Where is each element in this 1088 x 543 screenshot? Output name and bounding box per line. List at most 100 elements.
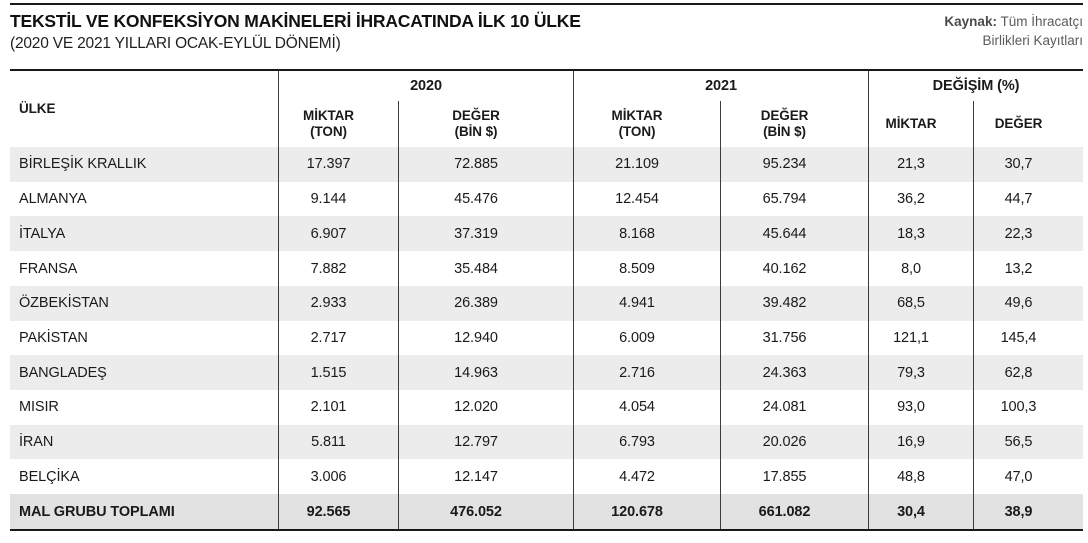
table-row-country: ALMANYA [19,191,87,208]
table-cell: 476.052 [398,494,573,529]
table-row-country: ÖZBEKİSTAN [10,285,278,321]
table-cell: 68,5 [868,285,973,321]
table-cell: 22,3 [973,216,1083,252]
table-cell: 4.472 [573,459,720,495]
column-subheader: MİKTAR (TON) [573,101,720,147]
subheader-line1: MİKTAR [611,108,663,124]
table-cell: 92.565 [278,494,398,529]
table-cell: 121,1 [868,320,973,356]
table-cell: 2.716 [573,355,720,391]
table-cell: 56,5 [973,424,1083,460]
table-row-country: FRANSA [19,260,78,277]
table-cell: 18,3 [868,216,973,252]
column-subheader: MİKTAR (TON) [278,101,398,147]
table-cell: 6.793 [573,424,720,460]
top-rule [10,3,1083,5]
table-cell: 30,4 [868,494,973,529]
table-row-country: BANGLADEŞ [10,355,278,391]
table-cell: 17.397 [278,147,398,182]
source-note: Kaynak: Tüm İhracatçı Birlikleri Kayıtla… [944,13,1083,51]
table-cell: 661.082 [720,494,868,529]
table-cell: 12.454 [573,181,720,217]
subheader-line2: (BİN $) [763,124,806,139]
subheader-line1: DEĞER [452,108,500,124]
column-subheader: DEĞER (BİN $) [398,101,573,147]
table-row-country: MAL GRUBU TOPLAMI [10,494,278,529]
table-cell: 8.509 [573,251,720,286]
table-cell: 12.940 [398,320,573,356]
table-cell: 5.811 [278,424,398,460]
subheader-line2: (TON) [310,124,347,139]
table-cell: 6.009 [573,320,720,356]
table-cell: 3.006 [278,459,398,495]
data-table: ÜLKE 2020 2021 DEĞİŞİM (%) MİKTAR (TON) DEĞER(… [10,69,1083,531]
group-header: 2021 [573,71,868,101]
table-cell: 48,8 [868,459,973,495]
table-cell: 24.081 [720,390,868,425]
source-line2: Birlikleri Kayıtları [982,32,1083,48]
table-cell: 36,2 [868,181,973,217]
table-cell: 6.907 [278,216,398,252]
group-header: DEĞİŞİM (%) [868,71,1083,101]
table-cell: 49,6 [973,285,1083,321]
subheader-line2: (TON) [618,124,656,139]
table-cell: 7.882 [278,251,398,286]
subheader-line2: (BİN $) [454,124,498,139]
table-cell: 20.026 [720,424,868,460]
table-cell: 2.933 [278,285,398,321]
column-subheader: DEĞER [973,101,1083,147]
column-subheader: MİKTAR [868,101,973,147]
table-cell: 62,8 [973,355,1083,391]
table-cell: 72.885 [398,147,573,182]
column-subheader: DEĞER (BİN $) [720,101,868,147]
page-title: TEKSTİL VE KONFEKSİYON MAKİNELERİ İHRACA… [10,11,581,31]
table-cell: 79,3 [868,355,973,391]
table-cell: 2.101 [278,390,398,425]
table-row-country: İRAN [10,424,278,460]
table-cell: 17.855 [720,459,868,495]
subheader-line1: DEĞER [760,108,809,124]
column-header-country: ÜLKE [19,101,56,117]
table-cell: 9.144 [278,181,398,217]
table-cell: 26.389 [398,285,573,321]
table-cell: 45.476 [398,181,573,217]
table-cell: 21,3 [868,147,973,182]
table-cell: 30,7 [973,147,1083,182]
table-cell: 4.941 [573,285,720,321]
table-cell: 38,9 [973,494,1083,529]
table-row-country: PAKİSTAN [19,329,88,346]
table-cell: 13,2 [973,251,1083,286]
table-cell: 47,0 [973,459,1083,495]
table-cell: 35.484 [398,251,573,286]
table-cell: 8,0 [868,251,973,286]
table-cell: 12.147 [398,459,573,495]
page-subtitle: (2020 VE 2021 YILLARI OCAK-EYLÜL DÖNEMİ) [10,35,341,52]
table-cell: 95.234 [720,147,868,182]
subheader-line1: MİKTAR [303,108,354,124]
table-row-country: BELÇİKA [19,468,80,485]
table-cell: 1.515 [278,355,398,391]
table-cell: 100,3 [973,390,1083,425]
table-cell: 21.109 [573,147,720,182]
table-cell: 4.054 [573,390,720,425]
table-row-country: İTALYA [10,216,278,252]
table-cell: 8.168 [573,216,720,252]
table-cell: 12.797 [398,424,573,460]
source-label: Kaynak: [944,14,997,29]
table-cell: 93,0 [868,390,973,425]
table-cell: 145,4 [973,320,1083,356]
table-cell: 14.963 [398,355,573,391]
table-cell: 37.319 [398,216,573,252]
table-cell: 12.020 [398,390,573,425]
subheader-line1: MİKTAR [885,116,937,132]
table-cell: 24.363 [720,355,868,391]
table-cell: 31.756 [720,320,868,356]
table-cell: 16,9 [868,424,973,460]
subheader-line1: DEĞER [994,116,1043,132]
table-cell: 40.162 [720,251,868,286]
source-line1: Tüm İhracatçı [1000,14,1083,29]
table-row-country: BİRLEŞİK KRALLIK [10,147,278,182]
table-cell: 65.794 [720,181,868,217]
table-row-country: MISIR [19,399,59,416]
table-cell: 45.644 [720,216,868,252]
